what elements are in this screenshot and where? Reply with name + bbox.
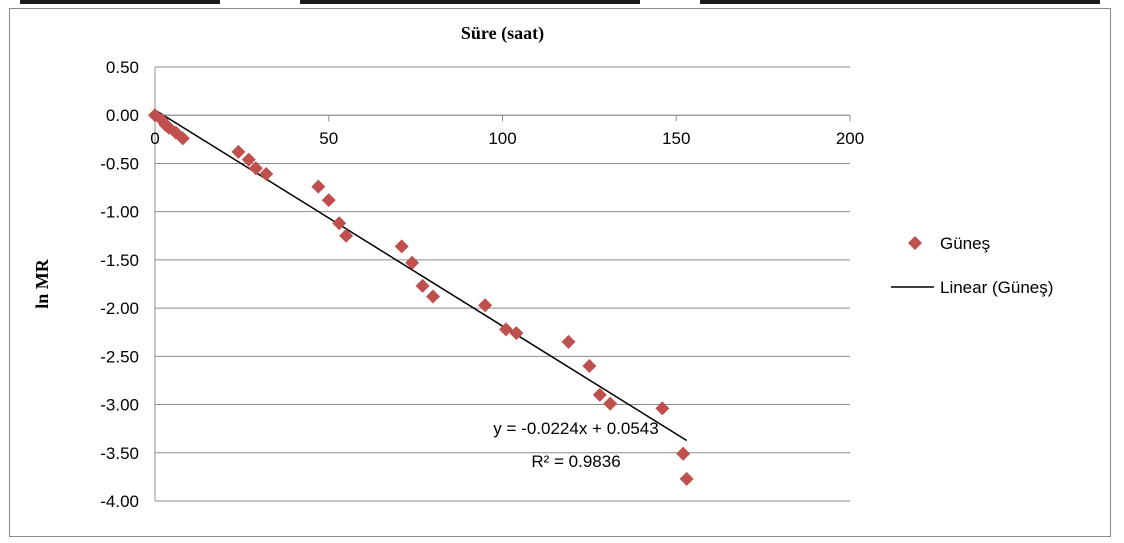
y-tick-label: -1.50 <box>100 251 139 270</box>
data-point <box>231 144 246 159</box>
trendline-equation: y = -0.0224x + 0.0543 <box>493 419 658 438</box>
trendline <box>154 109 688 442</box>
y-tick-label: -4.00 <box>100 492 139 511</box>
data-point <box>339 228 354 243</box>
top-text-fragment <box>0 0 1124 6</box>
x-tick-label: 50 <box>319 129 338 148</box>
y-tick-label: -2.00 <box>100 299 139 318</box>
y-tick-label: 0.00 <box>106 106 139 125</box>
data-point <box>161 120 176 135</box>
legend: Güneş Linear (Güneş) <box>891 234 1053 297</box>
trendline-linear <box>154 109 688 442</box>
x-tick-label: 0 <box>150 129 159 148</box>
data-point <box>168 125 183 140</box>
y-tick-label: -1.00 <box>100 203 139 222</box>
y-tick-label: -3.00 <box>100 396 139 415</box>
data-point <box>582 358 597 373</box>
data-point <box>655 401 670 416</box>
y-tick-label: 0.50 <box>106 58 139 77</box>
data-point <box>311 179 326 194</box>
legend-marker-gunes <box>908 236 922 250</box>
chart-frame: 0.50 0.00 -0.50 -1.00 -1.50 -2.00 -2.50 -3.00 -3… <box>9 8 1111 537</box>
data-point <box>394 239 409 254</box>
data-point <box>241 152 256 167</box>
data-point <box>679 471 694 486</box>
legend-label-linear: Linear (Güneş) <box>940 278 1053 297</box>
x-tick-label: 150 <box>662 129 690 148</box>
data-point <box>248 161 263 176</box>
y-axis-title: ln MR <box>32 258 52 309</box>
x-tick-label: 200 <box>836 129 864 148</box>
data-point <box>509 326 524 341</box>
y-tick-label: -3.50 <box>100 444 139 463</box>
data-point <box>321 193 336 208</box>
data-point <box>498 322 513 337</box>
data-point <box>426 289 440 304</box>
data-point <box>478 298 493 313</box>
r-squared-label: R² = 0.9836 <box>531 452 620 471</box>
data-point <box>332 216 347 231</box>
tick-labels: 0.50 0.00 -0.50 -1.00 -1.50 -2.00 -2.50 -3.00 -3… <box>100 58 864 511</box>
data-point <box>592 387 607 402</box>
x-tick-label: 100 <box>488 129 516 148</box>
y-tick-label: -0.50 <box>100 154 139 173</box>
data-point <box>405 255 420 270</box>
data-point <box>676 446 691 461</box>
data-points <box>148 108 694 486</box>
data-point <box>561 334 576 349</box>
x-axis-title: Süre (saat) <box>461 23 544 44</box>
scatter-chart: 0.50 0.00 -0.50 -1.00 -1.50 -2.00 -2.50 -3.00 -3… <box>32 23 1053 511</box>
data-point <box>415 278 430 293</box>
legend-label-gunes: Güneş <box>940 234 990 253</box>
data-point <box>603 396 618 411</box>
data-point <box>175 131 190 146</box>
y-tick-label: -2.50 <box>100 347 139 366</box>
data-point <box>259 167 274 182</box>
